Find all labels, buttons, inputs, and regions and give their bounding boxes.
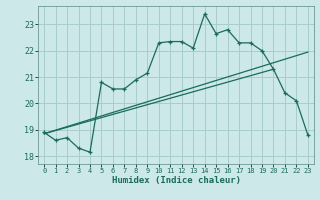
- X-axis label: Humidex (Indice chaleur): Humidex (Indice chaleur): [111, 176, 241, 185]
